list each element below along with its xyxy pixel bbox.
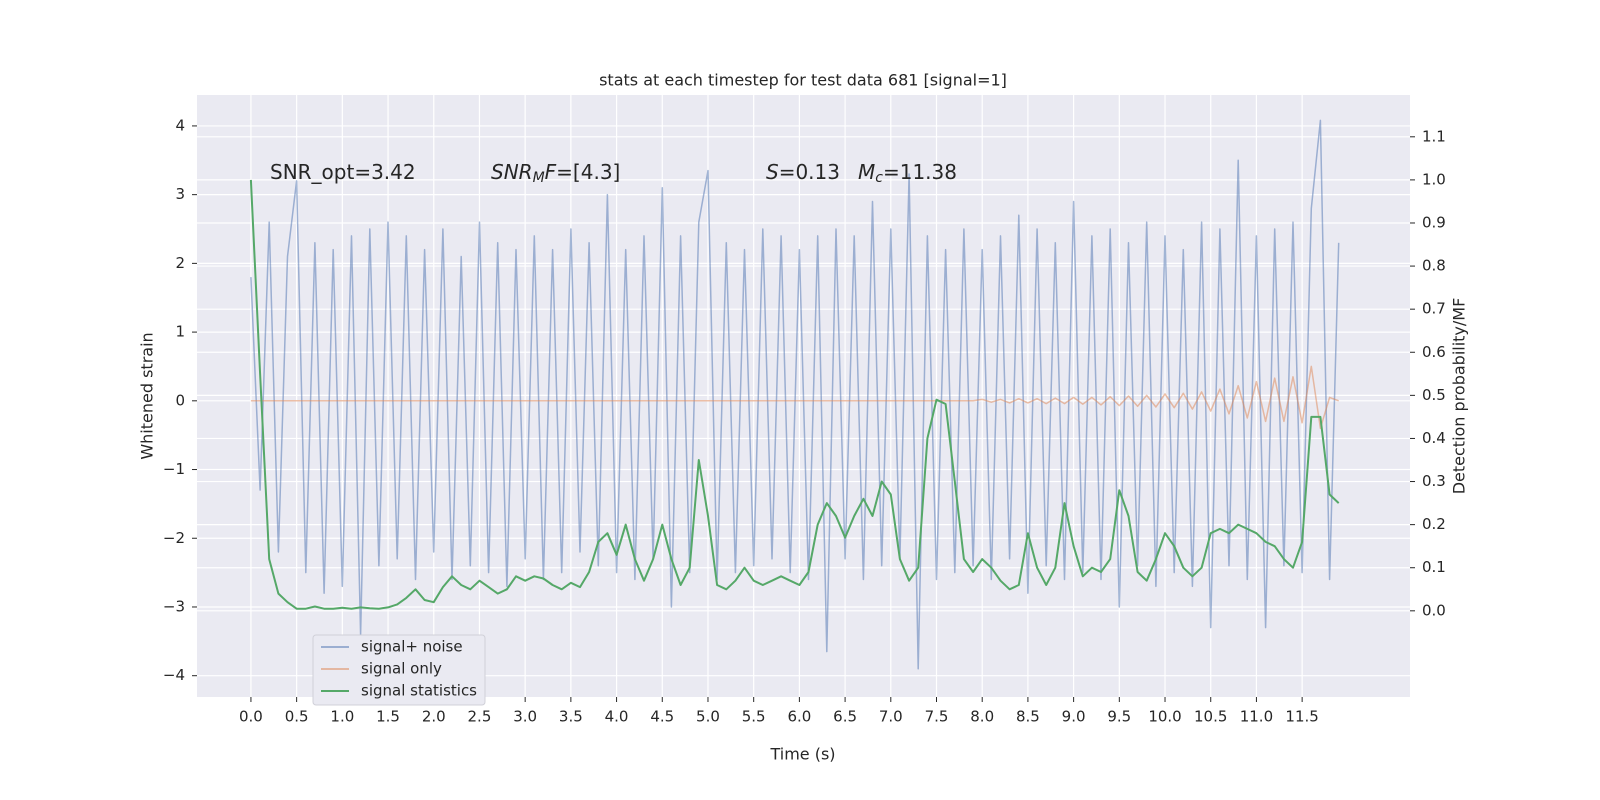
x-axis-label: Time (s) <box>769 745 835 764</box>
x-tick-label: 8.0 <box>970 708 994 726</box>
y-tick-label: −2 <box>163 529 185 547</box>
x-tick-label: 5.0 <box>696 708 720 726</box>
legend-box <box>312 634 486 706</box>
y2-tick-label: 0.4 <box>1422 429 1446 447</box>
annotation: SNR_opt=3.42 <box>270 160 416 184</box>
y2-axis-label: Detection probability/MF <box>1450 298 1469 495</box>
x-tick-label: 10.5 <box>1194 708 1227 726</box>
x-tick-label: 0.0 <box>239 708 263 726</box>
annotation-part: M <box>858 160 875 184</box>
y2-tick-label: 0.6 <box>1422 343 1446 361</box>
y-tick-label: −3 <box>163 597 185 615</box>
y-tick-label: 3 <box>175 185 185 203</box>
legend-label: signal+ noise <box>361 638 463 656</box>
annotation-part: SNR <box>491 160 533 184</box>
x-tick-label: 6.0 <box>787 708 811 726</box>
series-line <box>250 365 1339 430</box>
annotation-part: S <box>766 160 779 184</box>
x-tick-label: 1.0 <box>330 708 354 726</box>
series-line <box>250 119 1340 670</box>
y2-tick-label: 0.2 <box>1422 515 1446 533</box>
x-tick-label: 8.5 <box>1016 708 1040 726</box>
x-tick-label: 6.5 <box>833 708 857 726</box>
x-tick-label: 9.0 <box>1062 708 1086 726</box>
x-tick-label: 0.5 <box>285 708 309 726</box>
x-tick-label: 3.0 <box>513 708 537 726</box>
x-tick-label: 3.5 <box>559 708 583 726</box>
annotation-part: =0.13 <box>779 160 840 184</box>
annotation-part: SNR_opt=3.42 <box>270 160 416 184</box>
y2-tick-label: 1.1 <box>1422 127 1446 145</box>
series-line <box>249 179 1340 610</box>
y-tick-label: 4 <box>175 116 185 134</box>
y-axis-label: Whitened strain <box>138 332 157 459</box>
y2-tick-label: 0.7 <box>1422 300 1446 318</box>
annotation-part: c <box>875 170 883 186</box>
legend-label: signal only <box>361 660 442 678</box>
annotation: Mc=11.38 <box>858 160 957 187</box>
y-tick-label: −1 <box>163 460 185 478</box>
annotation-part: =[4.3] <box>556 160 620 184</box>
x-tick-label: 1.5 <box>376 708 400 726</box>
x-tick-label: 2.0 <box>422 708 446 726</box>
legend-label: signal statistics <box>361 682 477 700</box>
annotation-part: =11.38 <box>883 160 957 184</box>
y-tick-label: −4 <box>163 666 185 684</box>
y-tick-label: 1 <box>175 323 185 341</box>
y2-tick-label: 0.9 <box>1422 213 1446 231</box>
x-tick-label: 5.5 <box>742 708 766 726</box>
x-tick-label: 7.0 <box>879 708 903 726</box>
y2-tick-label: 0.8 <box>1422 257 1446 275</box>
x-tick-label: 10.0 <box>1148 708 1181 726</box>
y2-tick-label: 0.1 <box>1422 558 1446 576</box>
y2-tick-label: 0.0 <box>1422 601 1446 619</box>
y-tick-label: 2 <box>175 254 185 272</box>
x-tick-label: 4.5 <box>650 708 674 726</box>
x-tick-label: 2.5 <box>468 708 492 726</box>
y-tick-label: 0 <box>175 391 185 409</box>
chart-title: stats at each timestep for test data 681… <box>599 71 1007 90</box>
annotation-part: M <box>533 170 545 186</box>
y2-tick-label: 0.5 <box>1422 386 1446 404</box>
x-tick-label: 4.0 <box>605 708 629 726</box>
x-tick-label: 11.5 <box>1285 708 1318 726</box>
annotation-part: F <box>545 160 557 184</box>
annotation: S=0.13 <box>766 160 840 184</box>
annotation: SNRMF=[4.3] <box>491 160 620 187</box>
x-tick-label: 11.0 <box>1240 708 1273 726</box>
y2-tick-label: 0.3 <box>1422 472 1446 490</box>
x-tick-label: 9.5 <box>1107 708 1131 726</box>
x-tick-label: 7.5 <box>925 708 949 726</box>
y2-tick-label: 1.0 <box>1422 170 1446 188</box>
